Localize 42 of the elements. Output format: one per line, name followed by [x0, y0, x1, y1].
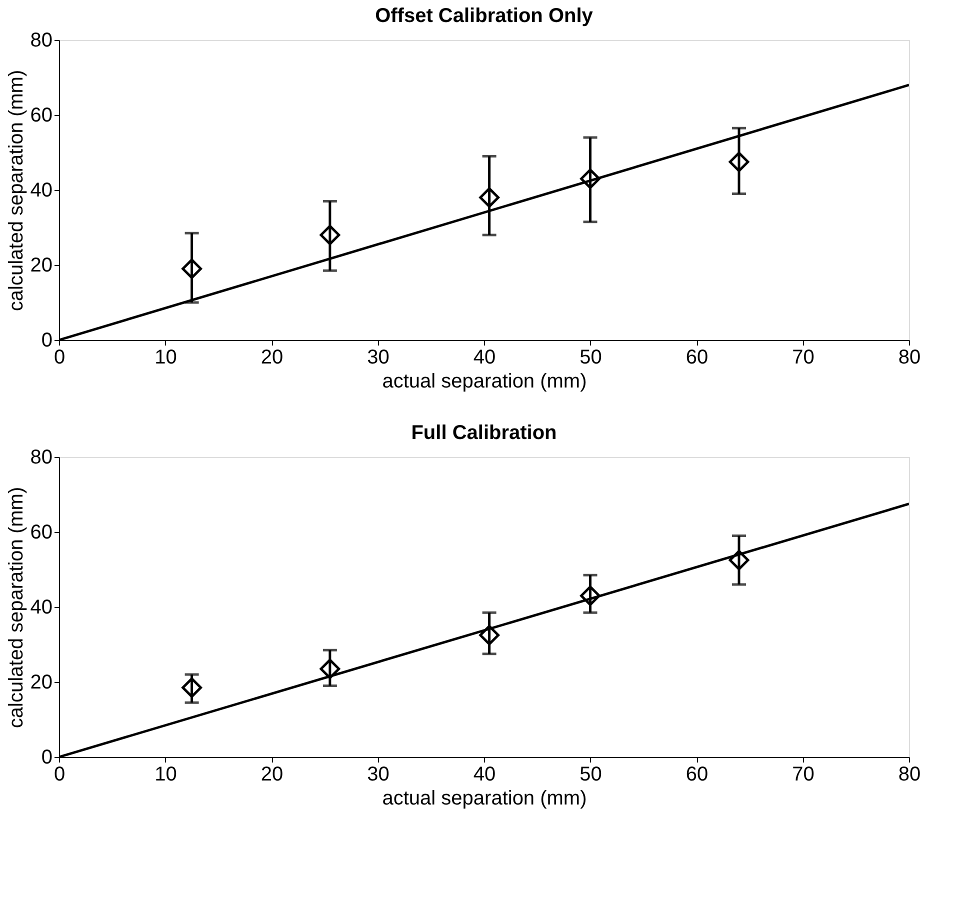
point — [182, 677, 202, 698]
point — [320, 658, 340, 680]
point — [728, 152, 750, 172]
x-tick-label: 80 — [898, 764, 921, 786]
point — [728, 550, 750, 570]
x-tick-label: 30 — [367, 346, 390, 368]
point — [580, 586, 600, 606]
y-tick-label: 0 — [41, 746, 52, 768]
y-tick-label: 20 — [30, 672, 52, 694]
chart-title: Full Calibration — [411, 422, 557, 444]
point — [320, 224, 340, 246]
x-tick-label: 80 — [898, 346, 921, 368]
x-tick-label: 30 — [367, 764, 390, 786]
y-tick-label: 20 — [30, 254, 52, 276]
point — [580, 168, 600, 189]
point — [479, 624, 500, 646]
y-tick-label: 80 — [30, 446, 52, 468]
y-tick-label: 40 — [30, 180, 52, 202]
point — [182, 258, 202, 279]
y-tick-label: 80 — [30, 30, 52, 52]
x-tick-label: 40 — [473, 346, 496, 368]
y-tick-label: 60 — [30, 104, 52, 126]
y-tick-label: 0 — [41, 330, 52, 352]
x-tick-label: 10 — [154, 346, 177, 368]
point — [479, 187, 500, 208]
chart-title: Offset Calibration Only — [375, 5, 594, 27]
x-tick-label: 50 — [580, 346, 602, 368]
x-tick-label: 70 — [792, 764, 814, 786]
y-tick-label: 40 — [30, 596, 52, 618]
y-tick-label: 60 — [30, 522, 52, 544]
x-tick-label: 20 — [260, 346, 284, 368]
x-tick-label: 60 — [686, 764, 708, 786]
x-tick-label: 50 — [580, 764, 602, 786]
x-tick-label: 10 — [154, 764, 177, 786]
x-tick-label: 40 — [473, 764, 496, 786]
x-tick-label: 60 — [686, 346, 708, 368]
x-axis-title: actual separation (mm) — [382, 788, 587, 810]
x-tick-label: 70 — [792, 346, 814, 368]
y-axis-title: calculated separation (mm) — [5, 70, 28, 312]
x-tick-label: 20 — [260, 764, 284, 786]
y-axis-title: calculated separation (mm) — [5, 486, 28, 728]
x-axis-title: actual separation (mm) — [382, 370, 587, 392]
